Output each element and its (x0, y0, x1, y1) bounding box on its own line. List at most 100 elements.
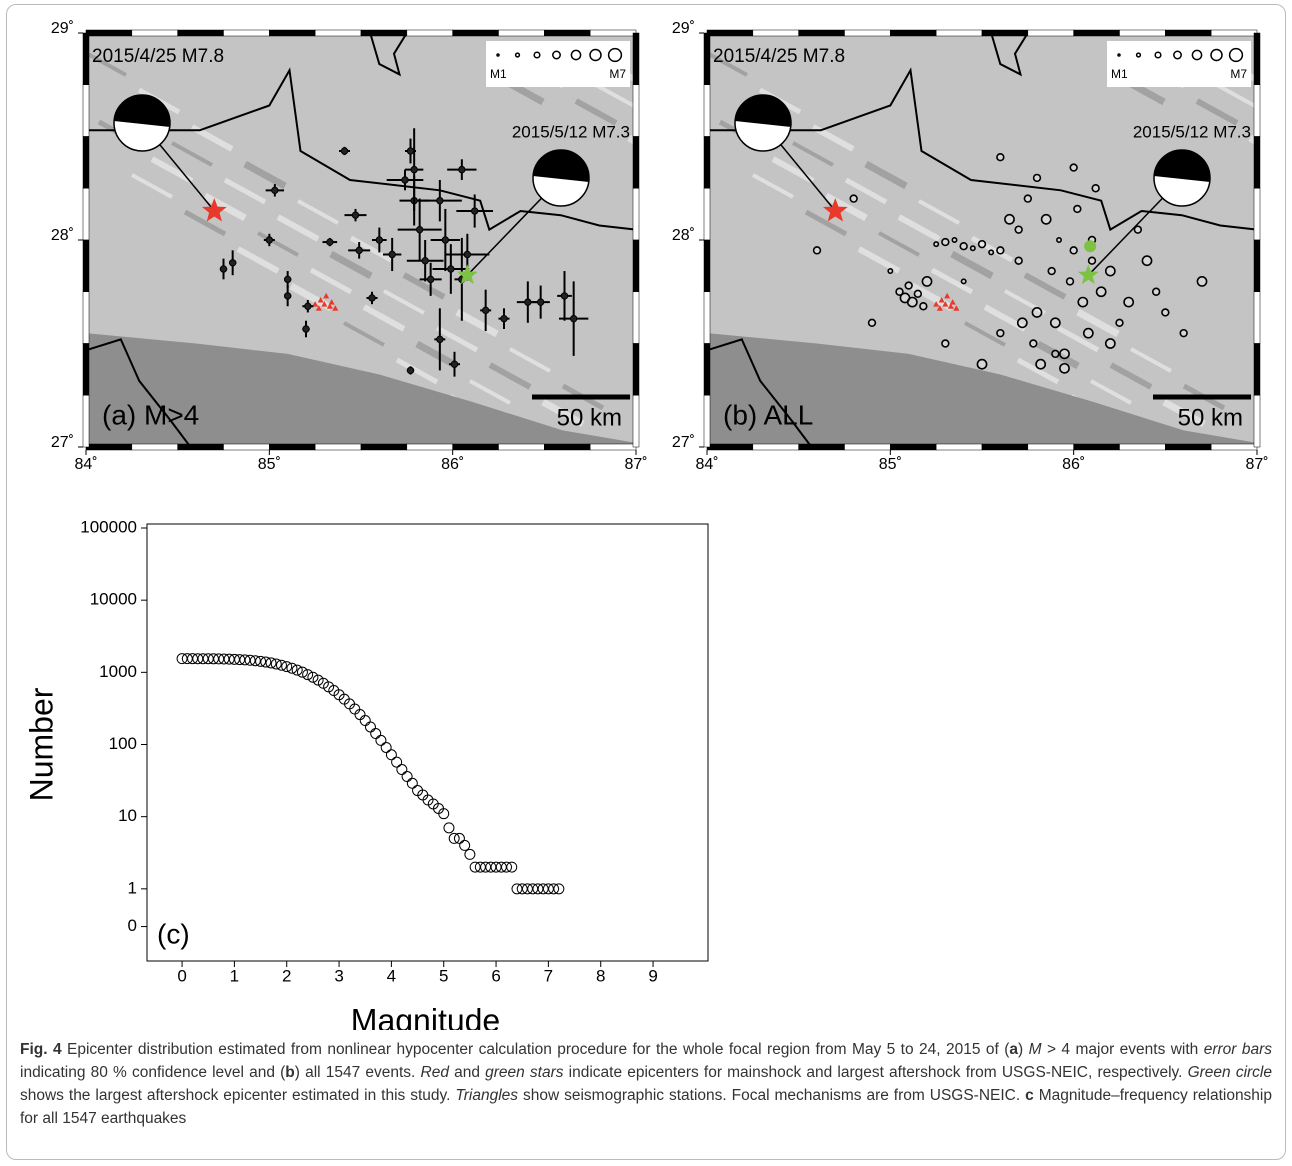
frame-segment (845, 30, 891, 36)
point (439, 809, 449, 819)
epicenter (979, 241, 986, 248)
frame-segment (1254, 292, 1260, 344)
epicenter (284, 293, 290, 299)
legend-label: M7 (609, 67, 626, 81)
frame-segment (315, 30, 361, 36)
frame-segment (633, 240, 639, 292)
event-label: 2015/4/25 M7.8 (92, 46, 224, 67)
frame-segment (1165, 30, 1211, 36)
frame-segment (590, 444, 636, 450)
frame-segment (633, 33, 639, 85)
frame-segment (1254, 395, 1260, 447)
point (460, 840, 470, 850)
frame-segment (544, 444, 590, 450)
frame-segment (83, 85, 89, 137)
y-axis-title: Number (23, 687, 59, 801)
figure: 2015/4/25 M7.82015/5/12 M7.3(a) M>450 km… (0, 0, 1292, 1030)
point (465, 849, 475, 859)
map-area (707, 33, 1290, 447)
scale-label: 50 km (557, 404, 622, 431)
frame-segment (845, 444, 891, 450)
epicenter (471, 208, 477, 214)
frame-segment (707, 444, 753, 450)
x-tick-label: 84˚ (74, 456, 97, 473)
epicenter (570, 315, 576, 321)
x-tick-label: 7 (544, 966, 553, 985)
frame-segment (1028, 30, 1074, 36)
legend-label: M1 (490, 67, 507, 81)
y-tick-label: 29˚ (672, 20, 695, 37)
frame-segment (269, 444, 315, 450)
caption-text: b (285, 1064, 294, 1081)
frame-segment (753, 444, 799, 450)
caption-text: Red (421, 1064, 449, 1081)
x-tick-label: 9 (648, 966, 657, 985)
epicenter (888, 269, 892, 273)
epicenter (1180, 330, 1187, 337)
caption-text: Fig. 4 (20, 1041, 62, 1058)
epicenter (284, 276, 290, 282)
x-tick-label: 1 (230, 966, 239, 985)
epicenter (407, 148, 413, 154)
frame-segment (1254, 85, 1260, 137)
epicenter (1142, 256, 1151, 265)
epicenter (1015, 257, 1022, 264)
frame-segment (633, 395, 639, 447)
epicenter (960, 243, 967, 250)
frame-segment (1254, 33, 1260, 85)
study-aftershock (1084, 240, 1096, 252)
frame-segment (178, 30, 224, 36)
caption-text: > 4 major events with (1042, 1041, 1204, 1058)
epicenter (561, 293, 567, 299)
epicenter (229, 260, 235, 266)
caption-text: a (1009, 1041, 1018, 1058)
frame-segment (407, 444, 453, 450)
frame-segment (704, 137, 710, 189)
frame-segment (704, 292, 710, 344)
y-tick-label: 29˚ (51, 20, 74, 37)
caption-text: c (1025, 1087, 1034, 1104)
epicenter (850, 195, 857, 202)
epicenter (1015, 226, 1022, 233)
frame-segment (83, 188, 89, 240)
epicenter (1124, 298, 1133, 307)
caption-text: error bars (1204, 1041, 1272, 1058)
x-tick-label: 4 (387, 966, 396, 985)
map-panel: 2015/4/25 M7.82015/5/12 M7.3(a) M>450 km… (51, 20, 669, 473)
frame-segment (178, 444, 224, 450)
epicenter (920, 303, 927, 310)
epicenter (1032, 308, 1041, 317)
frame-segment (1120, 30, 1166, 36)
epicenter (922, 277, 931, 286)
frame-segment (315, 444, 361, 450)
epicenter (266, 237, 272, 243)
caption-text: Green circle (1188, 1064, 1272, 1081)
x-tick-label: 85˚ (879, 456, 902, 473)
epicenter (416, 226, 422, 232)
frame-segment (707, 30, 753, 36)
y-tick-label: 28˚ (51, 227, 74, 244)
y-tick-label: 28˚ (672, 227, 695, 244)
frame-segment (132, 30, 178, 36)
frame-segment (1211, 444, 1257, 450)
epicenter (1074, 206, 1081, 213)
frame-segment (633, 188, 639, 240)
frame-segment (704, 395, 710, 447)
point (392, 757, 402, 767)
caption-text: Epicenter distribution estimated from no… (62, 1041, 1010, 1058)
point (402, 772, 412, 782)
epicenter (1089, 257, 1096, 264)
y-tick-label: 100 (109, 734, 137, 753)
epicenter (997, 247, 1004, 254)
frame-segment (936, 444, 982, 450)
x-axis-title: Magnitude (351, 1002, 500, 1030)
frame-segment (1254, 344, 1260, 396)
map-area (86, 33, 669, 447)
epicenter (814, 247, 821, 254)
frame-segment (799, 444, 845, 450)
epicenter (1084, 329, 1093, 338)
epicenter (501, 315, 507, 321)
frame-segment (753, 30, 799, 36)
point (376, 735, 386, 745)
epicenter (1162, 309, 1169, 316)
